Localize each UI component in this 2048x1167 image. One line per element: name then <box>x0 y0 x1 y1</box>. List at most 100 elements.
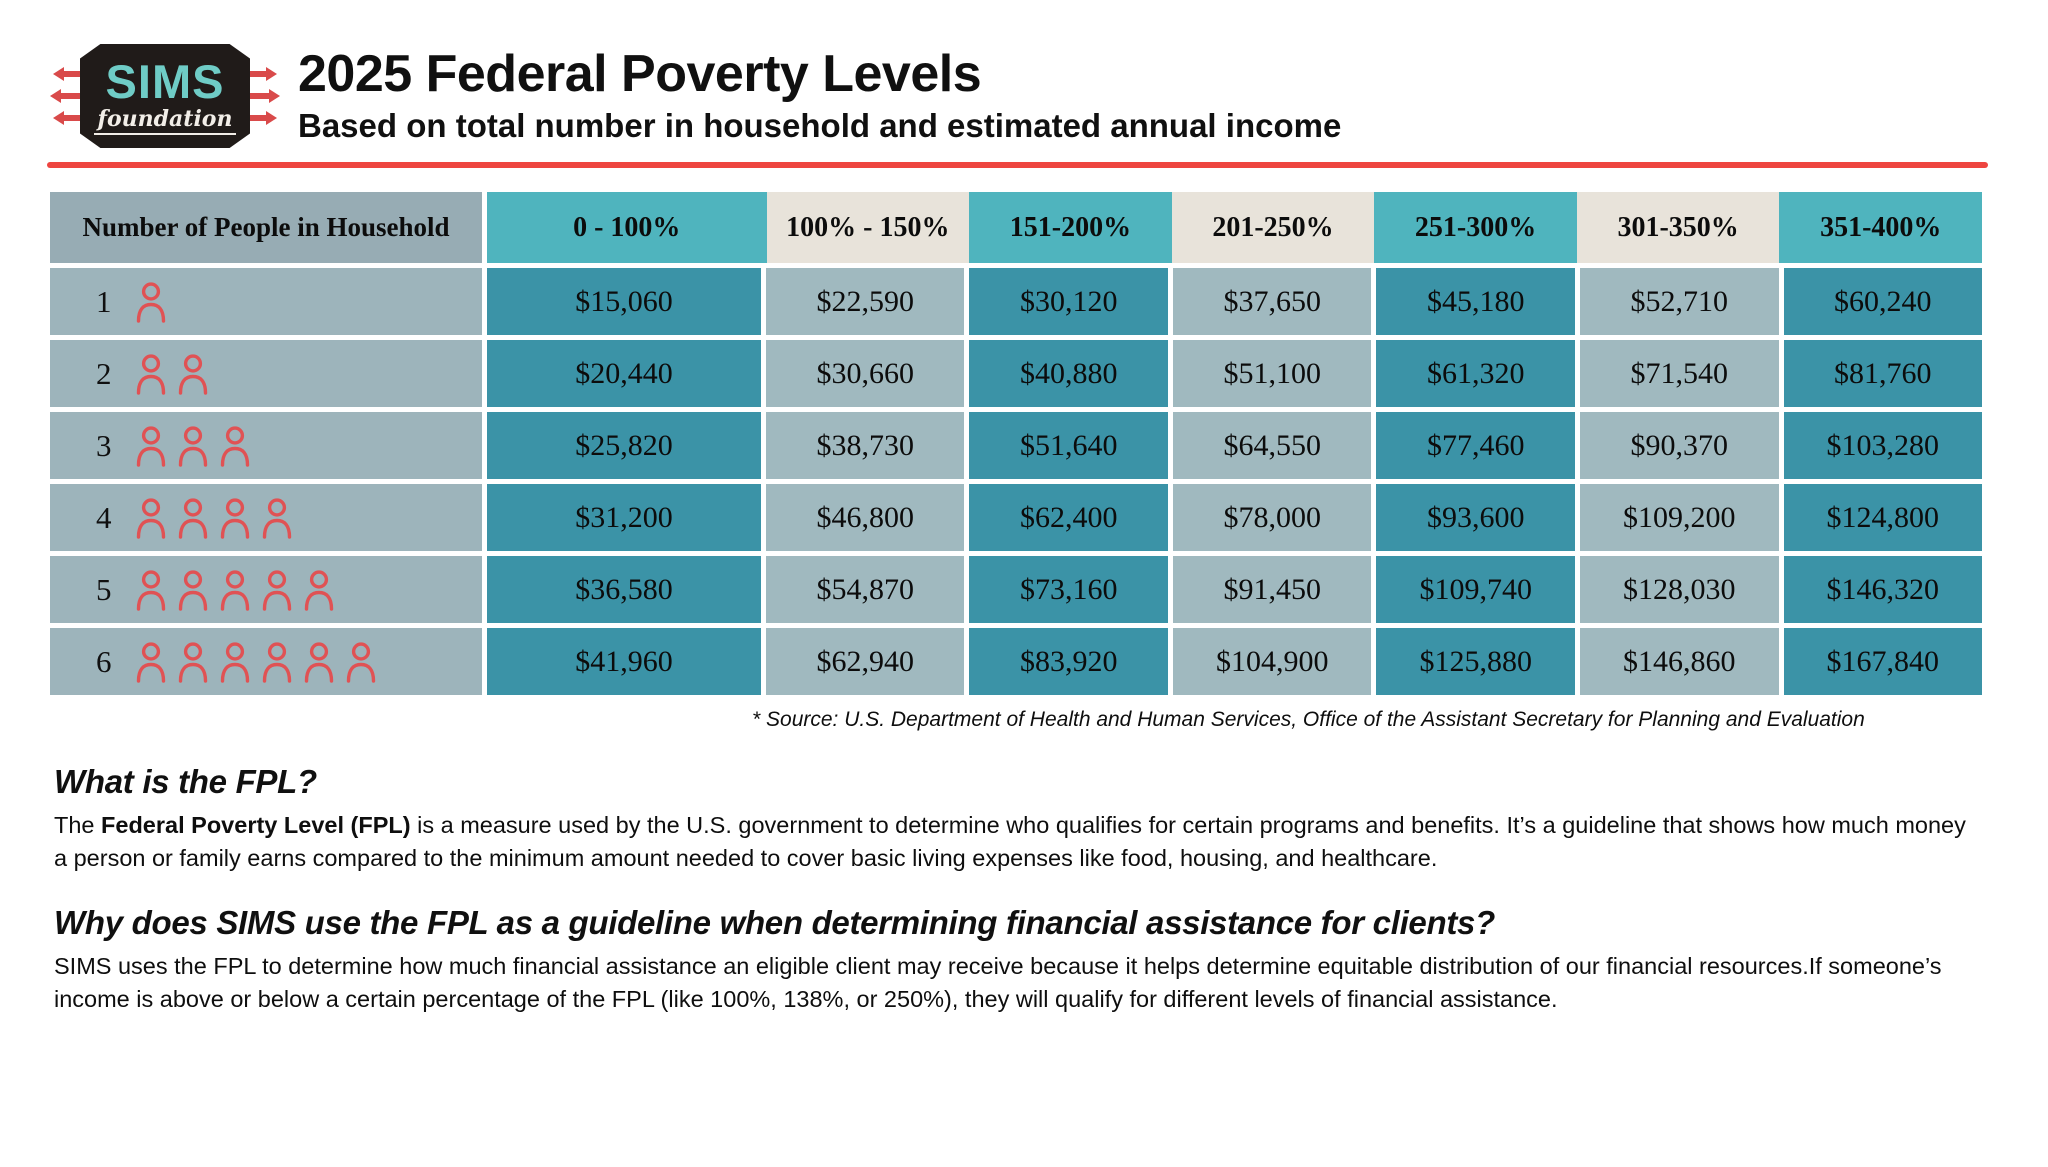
table-row: 2 $20,440 $30,660 $40,880 $51,100 $61,320 $71… <box>50 340 1983 407</box>
column-header: 251-300% <box>1374 192 1577 263</box>
person-icon <box>262 641 292 683</box>
income-cell: $125,880 <box>1376 628 1575 695</box>
income-cell: $81,760 <box>1783 340 1983 407</box>
red-divider <box>47 162 1988 168</box>
person-icon <box>220 569 250 611</box>
person-icon <box>304 569 334 611</box>
income-cell: $146,320 <box>1783 556 1983 623</box>
income-cell: $25,820 <box>487 412 761 479</box>
income-cell: $73,160 <box>969 556 1168 623</box>
table-row: 6 $41,960 $62,940 $83,920 $104,900 $125,880 $… <box>50 628 1983 695</box>
person-icon <box>304 641 334 683</box>
table-row: 1 $15,060 $22,590 $30,120 $37,650 $45,180 $52… <box>50 268 1983 335</box>
income-cell: $15,060 <box>487 268 761 335</box>
household-size-number: 4 <box>96 499 112 535</box>
income-cell: $41,960 <box>487 628 761 695</box>
logo-brand-text: SIMS <box>105 54 225 108</box>
column-header: 151-200% <box>969 192 1172 263</box>
household-size-cell: 3 <box>50 412 482 479</box>
income-cell: $30,660 <box>765 340 965 407</box>
income-cell: $62,400 <box>969 484 1168 551</box>
person-icon <box>178 497 208 539</box>
page-header: SIMS foundation 2025 Federal Poverty Lev… <box>50 40 1990 148</box>
person-icon <box>136 281 166 323</box>
table-row: 3 $25,820 $38,730 $51,640 $64,550 $77,460 $90… <box>50 412 1983 479</box>
income-cell: $38,730 <box>765 412 965 479</box>
household-size-number: 1 <box>96 283 112 319</box>
income-cell: $71,540 <box>1580 340 1779 407</box>
income-cell: $104,900 <box>1172 628 1372 695</box>
person-icon <box>220 641 250 683</box>
column-header: 100% - 150% <box>766 192 970 263</box>
income-cell: $62,940 <box>765 628 965 695</box>
person-icon <box>178 569 208 611</box>
person-icon <box>262 569 292 611</box>
table-header-row: Number of People in Household 0 - 100% 10… <box>50 192 1983 263</box>
income-cell: $90,370 <box>1580 412 1779 479</box>
income-cell: $31,200 <box>487 484 761 551</box>
income-cell: $40,880 <box>969 340 1168 407</box>
person-icon <box>178 425 208 467</box>
income-cell: $109,200 <box>1580 484 1779 551</box>
body-text: is a measure used by the U.S. government… <box>54 812 1966 871</box>
income-cell: $128,030 <box>1580 556 1779 623</box>
income-cell: $61,320 <box>1376 340 1575 407</box>
logo-subbrand-text: foundation <box>93 108 237 135</box>
income-cell: $20,440 <box>487 340 761 407</box>
section-body: The Federal Poverty Level (FPL) is a mea… <box>54 809 1984 874</box>
income-cell: $45,180 <box>1376 268 1575 335</box>
income-cell: $91,450 <box>1172 556 1372 623</box>
income-cell: $46,800 <box>765 484 965 551</box>
income-cell: $77,460 <box>1376 412 1575 479</box>
person-icon <box>136 497 166 539</box>
table-row: 4 $31,200 $46,800 $62,400 $78,000 $93,600 $10… <box>50 484 1983 551</box>
speed-lines-left-icon <box>50 67 84 125</box>
income-cell: $83,920 <box>969 628 1168 695</box>
income-cell: $52,710 <box>1580 268 1779 335</box>
speed-lines-right-icon <box>246 67 280 125</box>
person-icon <box>346 641 376 683</box>
section-why-sims-uses-fpl: Why does SIMS use the FPL as a guideline… <box>50 904 1990 1015</box>
income-cell: $51,100 <box>1172 340 1372 407</box>
section-body: SIMS uses the FPL to determine how much … <box>54 953 1942 1012</box>
household-size-cell: 2 <box>50 340 482 407</box>
income-cell: $167,840 <box>1783 628 1983 695</box>
income-cell: $124,800 <box>1783 484 1983 551</box>
sims-foundation-logo: SIMS foundation <box>50 44 280 148</box>
person-icon <box>136 353 166 395</box>
person-icon <box>136 641 166 683</box>
section-what-is-fpl: What is the FPL? The Federal Poverty Lev… <box>50 763 1990 874</box>
logo-badge: SIMS foundation <box>80 44 250 148</box>
column-header: 351-400% <box>1779 192 1983 263</box>
income-cell: $64,550 <box>1172 412 1372 479</box>
income-cell: $78,000 <box>1172 484 1372 551</box>
section-heading: Why does SIMS use the FPL as a guideline… <box>54 904 1495 942</box>
household-size-number: 6 <box>96 643 112 679</box>
income-cell: $54,870 <box>765 556 965 623</box>
section-heading: What is the FPL? <box>54 763 317 801</box>
column-header: 201-250% <box>1171 192 1375 263</box>
person-icon <box>220 497 250 539</box>
person-icon <box>178 641 208 683</box>
table-body: 1 $15,060 $22,590 $30,120 $37,650 $45,180 $52… <box>50 268 1983 695</box>
flyer-page: SIMS foundation 2025 Federal Poverty Lev… <box>47 40 1990 1015</box>
income-cell: $30,120 <box>969 268 1168 335</box>
income-cell: $146,860 <box>1580 628 1779 695</box>
fpl-table: Number of People in Household 0 - 100% 10… <box>50 192 1983 695</box>
income-cell: $109,740 <box>1376 556 1575 623</box>
person-icon <box>220 425 250 467</box>
body-text: The <box>54 812 102 839</box>
page-subtitle: Based on total number in household and e… <box>298 107 1342 145</box>
income-cell: $37,650 <box>1172 268 1372 335</box>
income-cell: $51,640 <box>969 412 1168 479</box>
table-row: 5 $36,580 $54,870 $73,160 $91,450 $109,740 $1… <box>50 556 1983 623</box>
household-size-cell: 4 <box>50 484 482 551</box>
person-icon <box>136 569 166 611</box>
household-column-header: Number of People in Household <box>50 192 482 263</box>
person-icon <box>178 353 208 395</box>
income-cell: $103,280 <box>1783 412 1983 479</box>
source-note: * Source: U.S. Department of Health and … <box>752 708 1865 731</box>
page-title: 2025 Federal Poverty Levels <box>298 45 982 103</box>
column-header: 0 - 100% <box>487 192 767 263</box>
household-size-number: 3 <box>96 427 112 463</box>
